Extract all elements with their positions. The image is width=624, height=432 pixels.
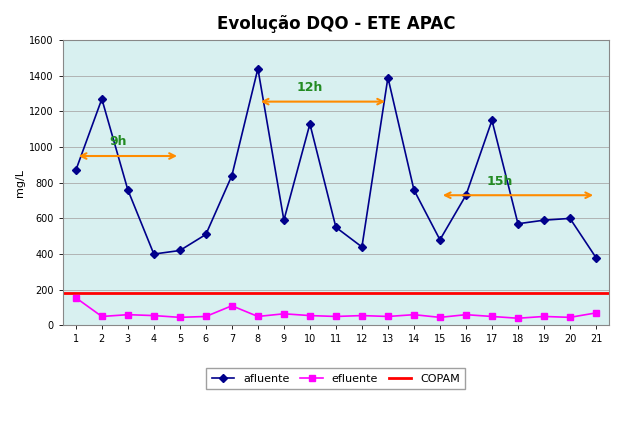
Y-axis label: mg/L: mg/L [15,169,25,197]
Line: afluente: afluente [73,66,599,260]
efluente [410,312,417,317]
efluente [98,314,105,319]
afluente [150,251,158,257]
Text: 9h: 9h [110,135,127,148]
efluente [384,314,392,319]
afluente [514,221,522,226]
efluente [72,295,80,300]
afluente [410,187,417,193]
afluente [228,173,236,178]
efluente [306,313,314,318]
afluente [358,245,366,250]
efluente [124,312,132,317]
efluente [176,315,183,320]
efluente [202,314,210,319]
efluente [514,316,522,321]
Title: Evolução DQO - ETE APAC: Evolução DQO - ETE APAC [217,15,455,33]
afluente [332,225,339,230]
afluente [592,255,600,260]
Legend: afluente, efluente, COPAM: afluente, efluente, COPAM [207,368,466,389]
afluente [488,118,495,123]
afluente [384,75,392,80]
afluente [306,121,314,127]
efluente [280,311,288,316]
afluente [540,218,548,223]
afluente [202,232,210,237]
afluente [98,96,105,102]
efluente [592,310,600,315]
efluente [150,313,158,318]
afluente [566,216,573,221]
afluente [124,187,132,193]
efluente [566,315,573,320]
Text: 12h: 12h [297,81,323,94]
afluente [254,66,261,71]
efluente [254,314,261,319]
Text: 15h: 15h [487,175,513,187]
afluente [72,168,80,173]
afluente [280,218,288,223]
efluente [332,314,339,319]
efluente [358,313,366,318]
afluente [176,248,183,253]
afluente [436,237,444,242]
COPAM [46,291,54,296]
efluente [228,303,236,308]
COPAM [72,291,80,296]
efluente [540,314,548,319]
Line: efluente: efluente [73,295,599,321]
efluente [436,315,444,320]
efluente [462,312,470,317]
efluente [488,314,495,319]
afluente [462,193,470,198]
